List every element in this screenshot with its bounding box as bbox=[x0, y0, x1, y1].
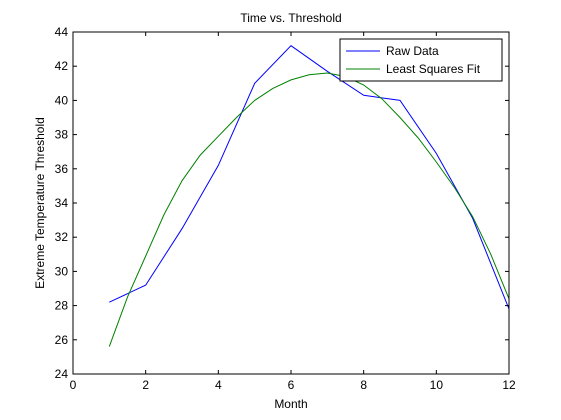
chart-title: Time vs. Threshold bbox=[240, 11, 341, 25]
series-layer bbox=[108, 45, 510, 347]
y-tick-label-1: 26 bbox=[55, 333, 69, 347]
legend-label-1: Least Squares Fit bbox=[386, 62, 481, 76]
x-axis-label: Month bbox=[274, 397, 307, 411]
y-tick-label-10: 44 bbox=[55, 25, 69, 39]
y-tick-label-2: 28 bbox=[55, 299, 69, 313]
y-tick-label-5: 34 bbox=[55, 196, 69, 210]
y-tick-label-4: 32 bbox=[55, 230, 69, 244]
y-tick-label-3: 30 bbox=[55, 264, 69, 278]
y-tick-label-8: 40 bbox=[55, 93, 69, 107]
y-axis-label: Extreme Temperature Threshold bbox=[33, 117, 47, 289]
x-tick-label-5: 10 bbox=[430, 378, 444, 392]
legend-box bbox=[339, 38, 503, 82]
x-tick-label-3: 6 bbox=[288, 378, 295, 392]
x-tick-label-6: 12 bbox=[502, 378, 516, 392]
x-tick-label-0: 0 bbox=[70, 378, 77, 392]
x-tick-label-4: 8 bbox=[360, 378, 367, 392]
series-line-1 bbox=[108, 72, 510, 347]
y-tick-label-6: 36 bbox=[55, 162, 69, 176]
y-tick-label-9: 42 bbox=[55, 59, 69, 73]
y-tick-label-0: 24 bbox=[55, 367, 69, 381]
legend-label-0: Raw Data bbox=[386, 44, 439, 58]
y-tick-label-7: 38 bbox=[55, 128, 69, 142]
legend: Raw Data Least Squares Fit bbox=[339, 38, 503, 82]
series-line-0 bbox=[109, 45, 510, 310]
plot-area bbox=[73, 32, 509, 374]
x-tick-label-2: 4 bbox=[215, 378, 222, 392]
x-tick-label-1: 2 bbox=[142, 378, 149, 392]
